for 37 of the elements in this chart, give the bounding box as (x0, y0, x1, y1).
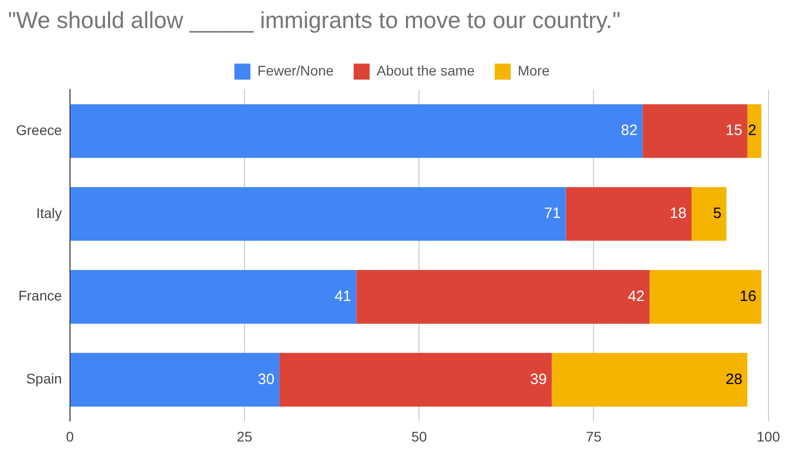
bar (70, 187, 566, 241)
data-label: 39 (530, 370, 547, 388)
legend-label: More (518, 62, 550, 78)
bar (747, 104, 762, 158)
bar (566, 187, 692, 241)
chart-title: "We should allow _____ immigrants to move to our country." (8, 7, 620, 34)
data-label: 82 (620, 122, 638, 140)
y-tick-label: Greece (16, 122, 62, 138)
y-tick-label: Italy (36, 204, 62, 221)
data-label: 16 (740, 288, 756, 305)
bar (691, 187, 726, 241)
legend-label: About the same (376, 62, 475, 78)
data-label: 30 (258, 370, 274, 388)
bar (356, 270, 650, 324)
bar (70, 270, 356, 324)
data-label: 5 (713, 205, 722, 222)
x-tick-label: 25 (236, 428, 253, 444)
bar (70, 352, 280, 407)
bar (70, 104, 643, 158)
data-label: 18 (670, 205, 686, 222)
x-tick-label: 50 (411, 428, 428, 444)
bar (552, 352, 748, 407)
x-tick-label: 0 (66, 428, 74, 444)
data-label: 28 (726, 370, 742, 388)
data-label: 2 (748, 122, 756, 140)
bar (650, 270, 762, 324)
data-label: 15 (726, 122, 742, 140)
x-tick-label: 100 (756, 428, 780, 444)
bar (642, 104, 748, 158)
data-label: 41 (334, 288, 352, 305)
y-tick-label: Spain (26, 370, 62, 387)
y-tick-label: France (18, 288, 62, 304)
bar (279, 352, 552, 407)
legend-label: Fewer/None (257, 62, 334, 78)
x-tick-label: 75 (586, 428, 602, 444)
data-label: 71 (544, 205, 561, 222)
data-label: 42 (628, 288, 645, 305)
